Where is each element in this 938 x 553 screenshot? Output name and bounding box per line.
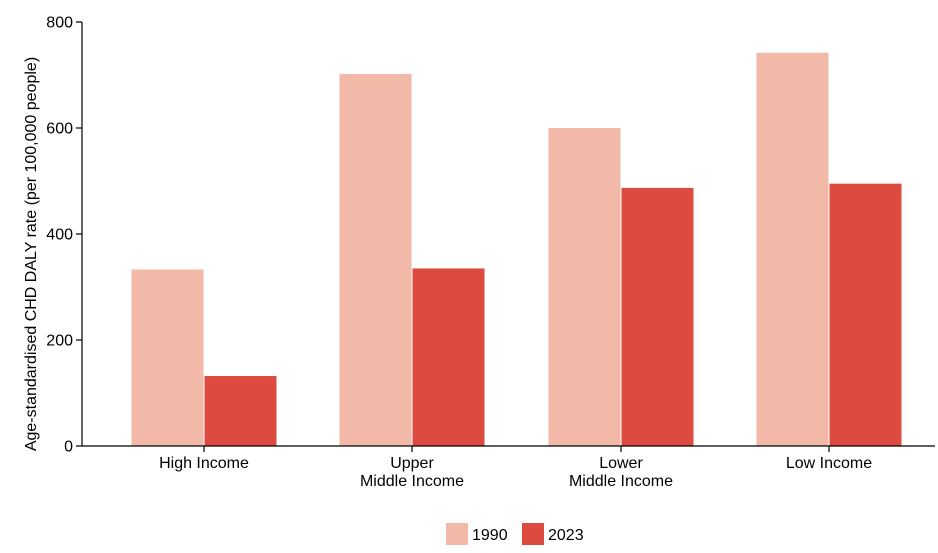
bar-1990 bbox=[131, 269, 204, 446]
bar-1990 bbox=[756, 52, 829, 447]
x-tick-label: High Income bbox=[159, 455, 249, 472]
legend-swatch-2023 bbox=[522, 523, 544, 545]
legend: 1990 2023 bbox=[446, 523, 584, 545]
x-tick-label-line: Lower bbox=[599, 455, 643, 472]
x-tick-label: Low Income bbox=[786, 455, 872, 472]
y-tick-label: 0 bbox=[64, 439, 73, 456]
bars-layer bbox=[131, 52, 902, 447]
bar-1990 bbox=[548, 128, 621, 446]
bar-2023 bbox=[621, 187, 694, 446]
bar-2023 bbox=[829, 183, 902, 446]
y-tick-label: 800 bbox=[46, 15, 73, 32]
y-ticks: 0 200 400 600 800 bbox=[46, 15, 82, 456]
x-tick-label-line: High Income bbox=[159, 455, 249, 472]
x-tick-label: Upper Middle Income bbox=[360, 455, 464, 490]
x-tick-label-line: Upper bbox=[390, 455, 434, 472]
x-tick-label: Lower Middle Income bbox=[569, 455, 673, 490]
y-axis-title: Age-standardised CHD DALY rate (per 100,… bbox=[23, 57, 40, 451]
legend-label-2023: 2023 bbox=[548, 527, 584, 544]
y-tick-label: 200 bbox=[46, 333, 73, 350]
legend-label-1990: 1990 bbox=[472, 527, 508, 544]
y-tick-label: 400 bbox=[46, 227, 73, 244]
x-tick-label-line: Low Income bbox=[786, 455, 872, 472]
x-tick-label-line: Middle Income bbox=[569, 473, 673, 490]
legend-swatch-1990 bbox=[446, 523, 468, 545]
bar-1990 bbox=[339, 73, 412, 446]
bar-2023 bbox=[204, 376, 277, 446]
bar-2023 bbox=[412, 268, 485, 446]
y-tick-label: 600 bbox=[46, 121, 73, 138]
x-tick-label-line: Middle Income bbox=[360, 473, 464, 490]
